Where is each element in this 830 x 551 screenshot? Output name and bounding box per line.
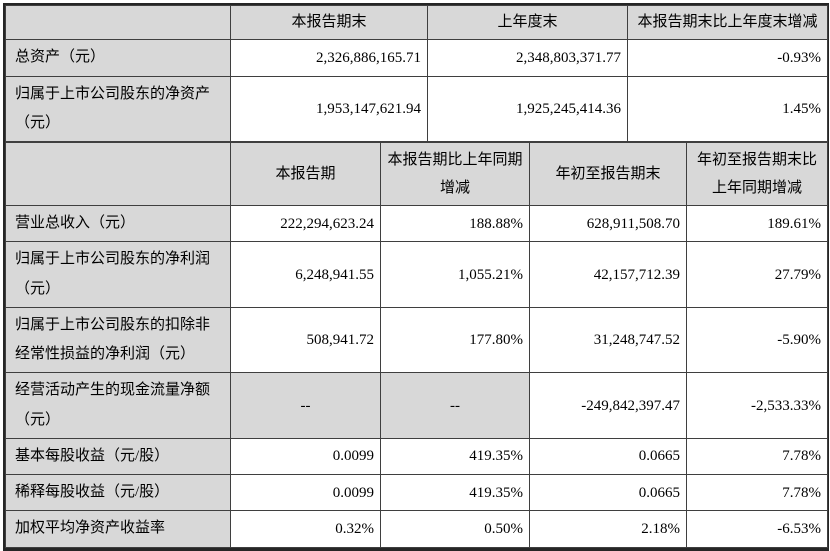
col-header-current-period-end: 本报告期末 — [230, 5, 428, 40]
balance-figures-table: 本报告期末 上年度末 本报告期末比上年度末增减 总资产（元） 2,326,886… — [5, 5, 828, 142]
cell-total-assets-current: 2,326,886,165.71 — [230, 38, 428, 77]
cell-cash-flow-ytd-change: -2,533.33% — [686, 372, 828, 439]
cell-total-assets-change: -0.93% — [627, 38, 828, 77]
cell-cash-flow-ytd: -249,842,397.47 — [529, 372, 687, 439]
col-header-ytd: 年初至报告期末 — [529, 142, 687, 206]
table-row: 归属于上市公司股东的净资产（元） 1,953,147,621.94 1,925,… — [5, 75, 828, 142]
cell-excl-nonrecurring-period: 508,941.72 — [230, 306, 381, 374]
cell-revenue-period-change: 188.88% — [380, 204, 530, 243]
cell-basic-eps-period: 0.0099 — [230, 437, 381, 476]
row-label-net-profit-excl-nonrecurring: 归属于上市公司股东的扣除非经常性损益的净利润（元） — [5, 306, 231, 374]
table-row: 归属于上市公司股东的净利润（元） 6,248,941.55 1,055.21% … — [5, 241, 828, 308]
row-label-diluted-eps: 稀释每股收益（元/股） — [5, 473, 231, 512]
table-row: 稀释每股收益（元/股） 0.0099 419.35% 0.0665 7.78% — [5, 473, 828, 512]
row-label-basic-eps: 基本每股收益（元/股） — [5, 437, 231, 476]
cell-roe-ytd: 2.18% — [529, 510, 687, 548]
cell-net-assets-current: 1,953,147,621.94 — [230, 75, 428, 142]
cell-excl-nonrecurring-ytd-change: -5.90% — [686, 306, 828, 374]
col-header-prior-year-end: 上年度末 — [427, 5, 628, 40]
table-row: 营业总收入（元） 222,294,623.24 188.88% 628,911,… — [5, 204, 828, 243]
cell-diluted-eps-ytd-change: 7.78% — [686, 473, 828, 512]
cell-net-profit-period-change: 1,055.21% — [380, 241, 530, 308]
col-header-change-vs-prior-year-end: 本报告期末比上年度末增减 — [627, 5, 828, 40]
cell-revenue-ytd-change: 189.61% — [686, 204, 828, 243]
cell-cash-flow-period: -- — [230, 372, 381, 439]
cell-cash-flow-period-change: -- — [380, 372, 530, 439]
table-row: 总资产（元） 2,326,886,165.71 2,348,803,371.77… — [5, 38, 828, 77]
col-header-ytd-yoy-change: 年初至报告期末比上年同期增减 — [686, 142, 828, 206]
cell-excl-nonrecurring-period-change: 177.80% — [380, 306, 530, 374]
cell-net-profit-ytd-change: 27.79% — [686, 241, 828, 308]
col-header-period-yoy-change: 本报告期比上年同期增减 — [380, 142, 530, 206]
row-label-operating-cash-flow: 经营活动产生的现金流量净额（元） — [5, 372, 231, 439]
cell-roe-period: 0.32% — [230, 510, 381, 548]
table-row: 加权平均净资产收益率 0.32% 0.50% 2.18% -6.53% — [5, 510, 828, 548]
cell-diluted-eps-period-change: 419.35% — [380, 473, 530, 512]
table-row: 归属于上市公司股东的扣除非经常性损益的净利润（元） 508,941.72 177… — [5, 306, 828, 374]
cell-diluted-eps-period: 0.0099 — [230, 473, 381, 512]
row-label-total-revenue: 营业总收入（元） — [5, 204, 231, 243]
row-label-weighted-avg-roe: 加权平均净资产收益率 — [5, 510, 231, 548]
row-label-total-assets: 总资产（元） — [5, 38, 231, 77]
blank-header-cell — [5, 142, 231, 206]
cell-roe-ytd-change: -6.53% — [686, 510, 828, 548]
cell-basic-eps-ytd: 0.0665 — [529, 437, 687, 476]
cell-net-profit-ytd: 42,157,712.39 — [529, 241, 687, 308]
col-header-current-period: 本报告期 — [230, 142, 381, 206]
performance-figures-table: 本报告期 本报告期比上年同期增减 年初至报告期末 年初至报告期末比上年同期增减 … — [5, 142, 828, 548]
table-row: 本报告期 本报告期比上年同期增减 年初至报告期末 年初至报告期末比上年同期增减 — [5, 142, 828, 206]
cell-excl-nonrecurring-ytd: 31,248,747.52 — [529, 306, 687, 374]
cell-revenue-period: 222,294,623.24 — [230, 204, 381, 243]
cell-net-assets-change: 1.45% — [627, 75, 828, 142]
cell-basic-eps-period-change: 419.35% — [380, 437, 530, 476]
cell-basic-eps-ytd-change: 7.78% — [686, 437, 828, 476]
cell-diluted-eps-ytd: 0.0665 — [529, 473, 687, 512]
cell-net-assets-prior: 1,925,245,414.36 — [427, 75, 628, 142]
cell-revenue-ytd: 628,911,508.70 — [529, 204, 687, 243]
row-label-net-profit: 归属于上市公司股东的净利润（元） — [5, 241, 231, 308]
table-row: 经营活动产生的现金流量净额（元） -- -- -249,842,397.47 -… — [5, 372, 828, 439]
cell-roe-period-change: 0.50% — [380, 510, 530, 548]
cell-total-assets-prior: 2,348,803,371.77 — [427, 38, 628, 77]
row-label-net-assets: 归属于上市公司股东的净资产（元） — [5, 75, 231, 142]
table-row: 本报告期末 上年度末 本报告期末比上年度末增减 — [5, 5, 828, 40]
table-row: 基本每股收益（元/股） 0.0099 419.35% 0.0665 7.78% — [5, 437, 828, 476]
financial-summary-table: 本报告期末 上年度末 本报告期末比上年度末增减 总资产（元） 2,326,886… — [3, 3, 829, 551]
cell-net-profit-period: 6,248,941.55 — [230, 241, 381, 308]
blank-header-cell — [5, 5, 231, 40]
